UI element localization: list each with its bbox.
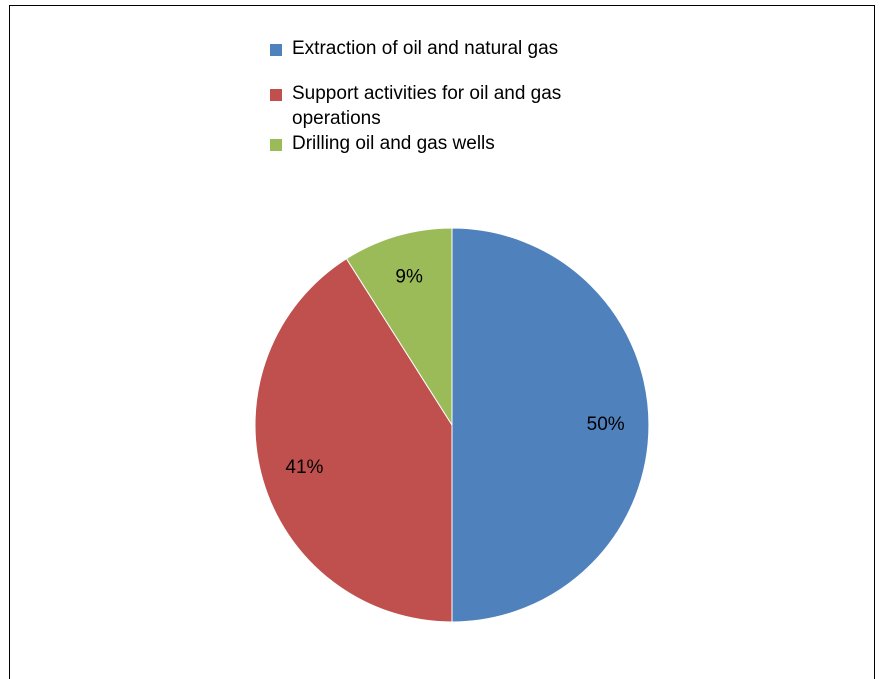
legend-label-support: Support activities for oil and gas opera… [292,83,562,129]
legend-swatch-extraction [270,44,282,56]
pie-slice-support [254,257,453,623]
data-label-drilling: 9% [395,266,423,287]
chart-legend: Extraction of oil and natural gas Suppor… [270,36,670,156]
pie-slice-drilling [345,227,453,427]
pie-data-labels: 50% 41% 9% [285,266,624,477]
legend-swatch-drilling [270,139,282,151]
data-label-support: 41% [285,457,323,478]
legend-item-drilling: Drilling oil and gas wells [270,131,670,156]
legend-item-extraction: Extraction of oil and natural gas [270,36,670,61]
data-label-extraction: 50% [587,414,625,435]
pie-slice-extraction [451,227,650,623]
pie-slices [254,227,650,623]
legend-label-drilling: Drilling oil and gas wells [292,133,495,154]
legend-swatch-support [270,89,282,101]
legend-label-extraction: Extraction of oil and natural gas [292,38,559,59]
legend-item-support: Support activities for oil and gas opera… [270,81,670,131]
